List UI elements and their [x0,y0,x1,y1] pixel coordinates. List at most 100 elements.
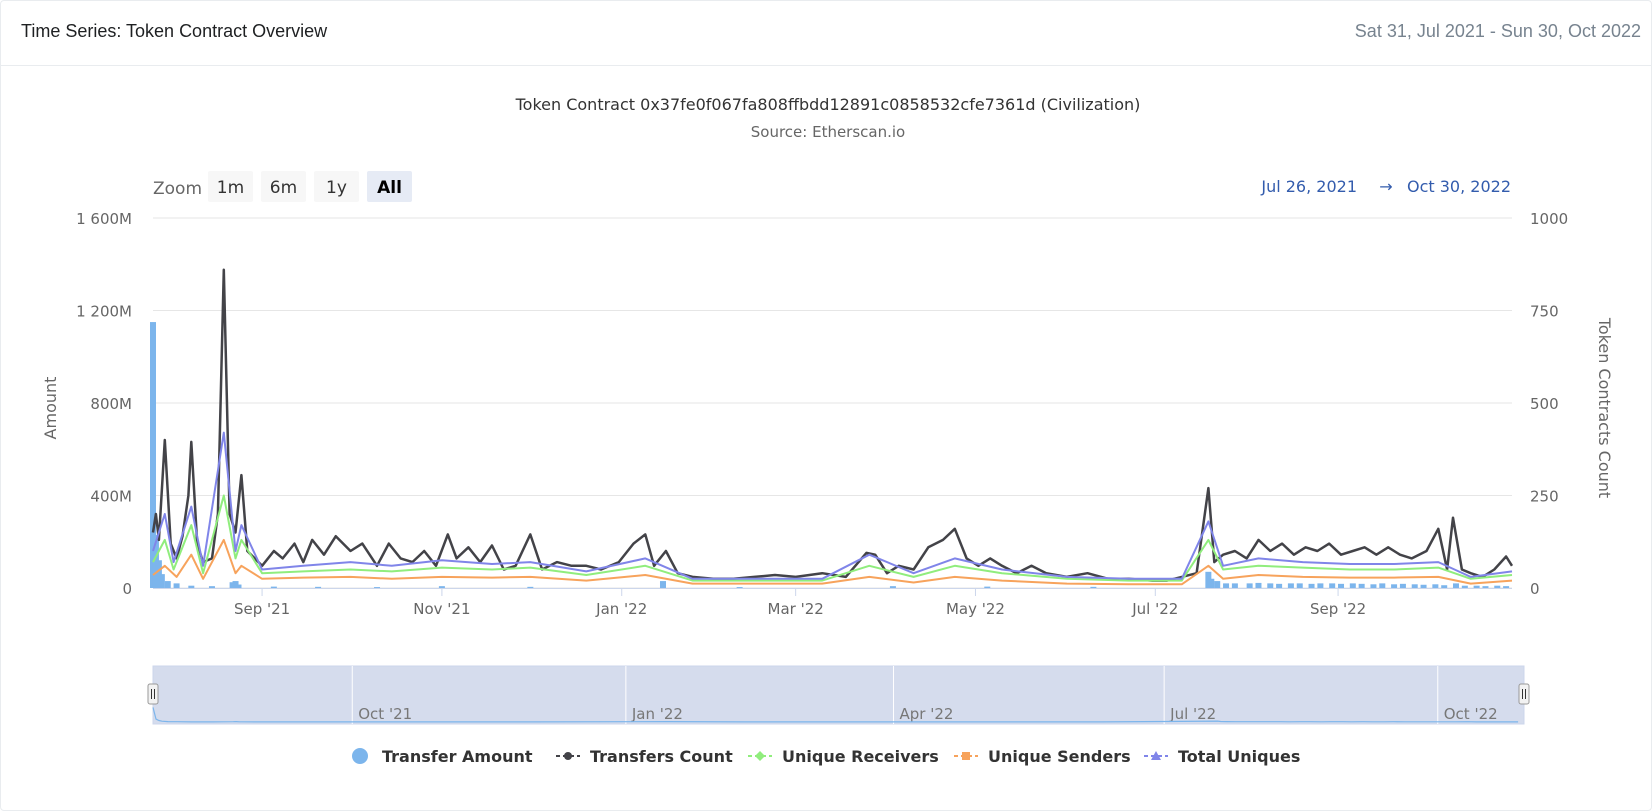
navigator[interactable]: Oct '21 Jan '22 Apr '22 Jul '22 Oct '22 [147,665,1530,725]
bar[interactable] [1473,585,1480,588]
zoom-button-1m[interactable]: 1m [208,171,253,202]
navigator-mask [152,665,1525,725]
card-title: Time Series: Token Contract Overview [21,21,328,41]
bar[interactable] [1441,585,1448,588]
bar[interactable] [1246,583,1253,588]
zoom-button-label: All [377,178,402,198]
bar[interactable] [1461,585,1468,588]
series-line[interactable] [152,538,1513,586]
bar[interactable] [1399,583,1406,588]
legend-label: Transfers Count [590,747,733,766]
bar[interactable] [1432,584,1439,588]
navigator-handle-left[interactable] [147,683,159,705]
bar[interactable] [173,583,180,588]
bar[interactable] [1370,584,1377,588]
bar[interactable] [1338,583,1345,588]
bar[interactable] [1214,581,1221,588]
bar[interactable] [659,581,666,588]
bar[interactable] [1223,583,1230,588]
y-right-tick-label: 750 [1530,303,1559,321]
plot-area[interactable] [150,268,1514,588]
y-left-tick-label: 800M [90,395,132,413]
series-unique-senders [152,538,1513,586]
bar[interactable] [1317,583,1324,588]
bar[interactable] [1208,578,1215,588]
bar[interactable] [438,586,445,588]
bar[interactable] [158,574,165,588]
zoom-button-label: 6m [270,178,297,198]
bar[interactable] [1391,584,1398,588]
bar[interactable] [1231,583,1238,588]
bar[interactable] [270,586,277,588]
bar[interactable] [1296,583,1303,588]
bar[interactable] [984,586,991,588]
legend-label: Total Uniques [1178,747,1300,766]
legend-item-transfers-count[interactable]: Transfers Count [556,747,733,766]
range-selector: Jul 26, 2021 → Oct 30, 2022 [1260,177,1511,196]
legend-item-unique-receivers[interactable]: Unique Receivers [748,747,939,766]
bar[interactable] [1287,583,1294,588]
bar[interactable] [1358,583,1365,588]
legend-symbol [1151,751,1161,760]
zoom-button-All[interactable]: All [367,171,412,202]
bar[interactable] [1267,583,1274,588]
y-left-tick-label: 1 600M [76,210,132,228]
bar[interactable] [736,587,743,588]
series-total-uniques [152,431,1513,580]
y-left-tick-label: 400M [90,488,132,506]
bar[interactable] [164,581,171,588]
navigator-label: Jan '22 [631,705,683,723]
bar[interactable] [208,586,215,588]
chart-subtitle: Source: Etherscan.io [751,123,905,141]
range-to[interactable]: Oct 30, 2022 [1407,177,1511,196]
grid-lines [153,217,1512,589]
y-right-tick-label: 500 [1530,395,1559,413]
series-transfer-amount [150,322,1510,588]
series-line[interactable] [152,431,1513,580]
legend-item-unique-senders[interactable]: Unique Senders [954,747,1131,766]
zoom-label: Zoom [153,179,202,199]
chart-title: Token Contract 0x37fe0f067fa808ffbdd1289… [515,95,1141,114]
y-left-tick-label: 1 200M [76,303,132,321]
series-line[interactable] [152,494,1513,582]
bar[interactable] [188,585,195,588]
bar[interactable] [150,322,156,588]
bar[interactable] [1255,582,1262,588]
bar[interactable] [1482,586,1489,588]
navigator-label: Apr '22 [900,705,954,723]
bar[interactable] [1308,583,1315,588]
x-tick-label: Sep '22 [1310,600,1366,618]
bar[interactable] [1276,583,1283,588]
bar[interactable] [374,587,381,588]
series-line[interactable] [151,268,1514,582]
x-tick-label: Sep '21 [234,600,290,618]
bar[interactable] [315,586,322,588]
legend-item-total-uniques[interactable]: Total Uniques [1144,747,1300,766]
navigator-handle-right[interactable] [1518,683,1530,705]
bar[interactable] [527,586,534,588]
zoom-buttons: 1m 6m 1y All [208,171,412,202]
bar[interactable] [1452,583,1459,588]
series-unique-receivers [152,494,1513,582]
bar[interactable] [1349,583,1356,588]
x-tick-label: Mar '22 [768,600,824,618]
y-left-tick-label: 0 [122,580,132,598]
legend-item-transfer-amount[interactable]: Transfer Amount [352,747,533,766]
y-axis-left-title: Amount [41,377,60,440]
bar[interactable] [235,584,242,588]
bar[interactable] [1494,585,1501,588]
range-from[interactable]: Jul 26, 2021 [1260,177,1357,196]
x-tick-label: Nov '21 [413,600,470,618]
zoom-button-6m[interactable]: 6m [261,171,306,202]
y-right-tick-label: 250 [1530,488,1559,506]
legend: Transfer Amount Transfers Count Unique Rec… [352,747,1300,766]
bar[interactable] [889,586,896,588]
bar[interactable] [1503,586,1510,588]
navigator-label: Jul '22 [1169,705,1216,723]
bar[interactable] [1329,583,1336,588]
bar[interactable] [1411,584,1418,588]
bar[interactable] [1420,584,1427,588]
zoom-button-1y[interactable]: 1y [314,171,359,202]
bar[interactable] [1090,586,1097,588]
bar[interactable] [1379,583,1386,588]
